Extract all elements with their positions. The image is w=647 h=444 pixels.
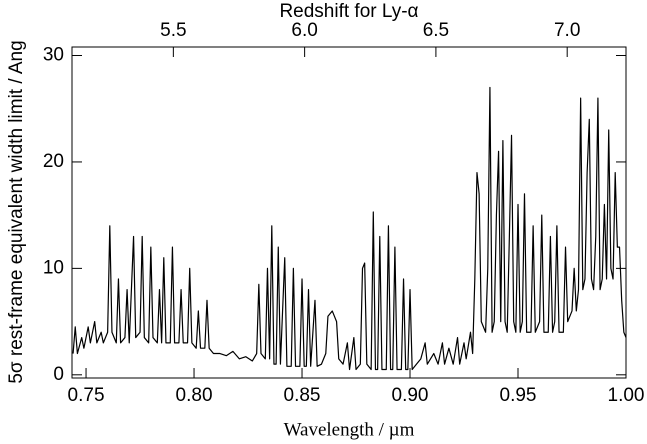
x2-tick-label: 6.0 bbox=[291, 20, 317, 41]
x-tick-label: 0.90 bbox=[392, 385, 429, 406]
y-axis-label: 5σ rest-frame equivalent width limit / A… bbox=[6, 40, 27, 383]
spectrum-line bbox=[72, 86, 627, 371]
x-tick-label: 0.95 bbox=[500, 385, 537, 406]
x2-tick-label: 7.0 bbox=[554, 20, 580, 41]
y-tick-label: 0 bbox=[53, 364, 64, 385]
x-axis-label: Wavelength / µm bbox=[284, 419, 415, 440]
x2-axis-label: Redshift for Ly-α bbox=[279, 1, 418, 22]
plot-frame bbox=[71, 46, 627, 379]
x-tick-label: 0.85 bbox=[284, 385, 321, 406]
x-tick-label: 0.75 bbox=[68, 385, 105, 406]
y-tick-label: 10 bbox=[43, 257, 64, 278]
x2-tick-label: 6.5 bbox=[423, 20, 449, 41]
y-tick-label: 20 bbox=[43, 151, 64, 172]
x-tick-label: 1.00 bbox=[608, 385, 645, 406]
x-tick-label: 0.80 bbox=[176, 385, 213, 406]
y-tick-label: 30 bbox=[43, 45, 64, 66]
x2-tick-label: 5.5 bbox=[160, 20, 186, 41]
